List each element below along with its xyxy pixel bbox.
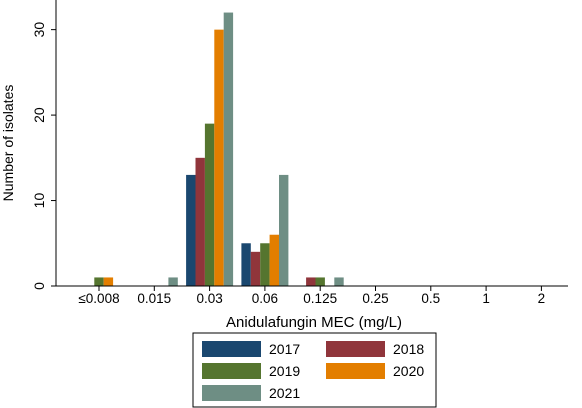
x-tick-label: ≤0.008 [78, 291, 119, 306]
legend-label-2017: 2017 [269, 341, 300, 357]
x-tick-label: 0.03 [196, 291, 222, 306]
y-tick-label: 0 [31, 282, 47, 290]
legend-swatch-2020 [326, 363, 385, 379]
x-axis-title: Anidulafungin MEC (mg/L) [226, 314, 402, 331]
bar-2021-4 [334, 277, 344, 286]
legend-label-2018: 2018 [393, 341, 424, 357]
y-tick-label: 20 [31, 107, 47, 123]
legend-items: 2017 2018 2019 2020 2021 [202, 341, 424, 401]
legend: 2017 2018 2019 2020 2021 [192, 332, 437, 408]
legend-swatch-2021 [202, 385, 261, 401]
x-tick-label: 2 [538, 291, 546, 306]
bar-2021-2 [223, 12, 234, 287]
bar-2020-3 [269, 234, 279, 286]
bar-2019-3 [260, 243, 270, 286]
bar-2018-4 [306, 277, 316, 286]
legend-swatch-2018 [326, 341, 385, 357]
x-tick-label: 0.125 [303, 291, 337, 306]
x-tick-label: 0.015 [137, 291, 171, 306]
legend-swatch-2017 [202, 341, 261, 357]
bar-2020-0 [103, 277, 114, 286]
legend-swatch-2019 [202, 363, 261, 379]
bar-2018-3 [250, 251, 261, 286]
bar-2021-1 [168, 277, 178, 286]
legend-label-2021: 2021 [269, 385, 300, 401]
y-tick-label: 30 [31, 22, 47, 38]
bar-2018-2 [195, 157, 205, 286]
x-tick-label: 0.06 [252, 291, 278, 306]
y-tick-label: 10 [31, 193, 47, 209]
y-axis-title: Number of isolates [0, 85, 16, 202]
x-tick-label: 1 [482, 291, 490, 306]
legend-label-2020: 2020 [393, 363, 424, 379]
x-tick-label: 0.5 [421, 291, 440, 306]
bar-2017-3 [241, 243, 251, 286]
bar-2020-2 [214, 29, 224, 286]
y-axis-ticks: 0 10 20 30 [31, 22, 56, 290]
bar-2019-4 [315, 277, 325, 286]
bar-2019-2 [204, 123, 215, 286]
bar-2017-2 [186, 174, 196, 286]
x-tick-label: 0.25 [362, 291, 388, 306]
bar-2021-3 [279, 174, 289, 286]
legend-label-2019: 2019 [269, 363, 300, 379]
bar-2019-0 [94, 277, 104, 286]
x-axis-ticks: ≤0.008 0.015 0.03 0.06 0.125 0.25 0.5 1 2 [78, 286, 545, 306]
bars-layer [94, 12, 344, 287]
